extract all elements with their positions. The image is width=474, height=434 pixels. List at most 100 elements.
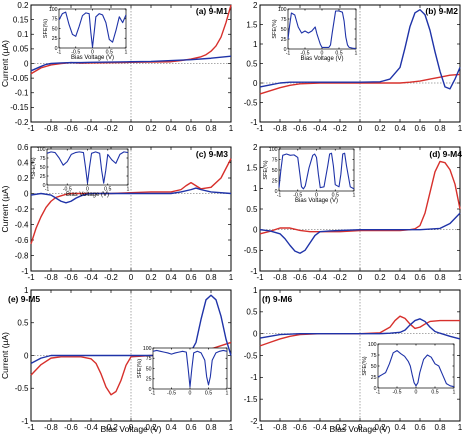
y-axis-label: Current (µA)	[0, 332, 10, 379]
y-tick-label: -0.5	[244, 351, 258, 360]
y-axis-label: Current (µA)	[0, 185, 10, 232]
panel-label: (c) 9-M3	[196, 149, 228, 159]
x-tick-label: -0.4	[313, 423, 327, 432]
x-tick-label: -1	[286, 51, 291, 57]
x-tick-label: 1	[229, 124, 234, 133]
x-tick-label: 0	[415, 390, 418, 396]
y-axis-label: Current (µA)	[0, 40, 10, 87]
x-tick-label: -0.4	[84, 423, 98, 432]
y-tick-label: 0	[24, 351, 29, 360]
x-tick-label: 0.5	[205, 391, 212, 397]
y-tick-label: 0	[275, 189, 278, 195]
x-tick-label: 0	[91, 50, 94, 56]
x-tick-label: -0.5	[63, 187, 72, 193]
inset-series-line	[46, 151, 129, 184]
x-tick-label: -1	[256, 423, 264, 432]
x-tick-label: -0.4	[313, 273, 327, 282]
inset-series-line	[278, 152, 355, 190]
panel-label: (f) 9-M6	[262, 294, 292, 304]
inset-e: -1 -0.5 0 0.5 1 0 25 50 75 100 SFE(%)	[137, 346, 229, 397]
inset-b: -1 -0.5 0 0.5 1 0 25 50 75 100 Bias Voltage (V) SFE…	[272, 7, 358, 62]
x-tick-label: -0.2	[333, 423, 347, 432]
x-tick-label: -0.2	[104, 273, 118, 282]
inset-series-line	[287, 10, 357, 50]
y-tick-label: 0.5	[17, 319, 29, 328]
x-tick-label: -0.2	[104, 124, 118, 133]
x-tick-label: 0	[129, 273, 134, 282]
y-tick-label: 0	[24, 59, 29, 68]
x-tick-label: 1	[353, 193, 356, 199]
y-tick-label: 0.6	[17, 143, 29, 152]
panel-c: -1 -0.8 -0.6 -0.4 -0.2 0 0.2 0.4 0.6 0.8 1 -1 -0.8 -0…	[0, 143, 234, 282]
y-tick-label: -0.1	[15, 89, 29, 98]
x-tick-label: -1	[27, 273, 35, 282]
x-tick-label: 0.4	[394, 124, 406, 133]
x-tick-label: 0.4	[165, 273, 177, 282]
y-tick-label: 0	[284, 47, 287, 53]
panel-d: -1 -0.8 -0.6 -0.4 -0.2 0 0.2 0.4 0.6 0.8 1 -1 -0.5 0 0…	[244, 143, 463, 282]
y-tick-label: -0.5	[244, 246, 258, 255]
x-tick-label: -0.5	[301, 51, 310, 57]
x-tick-label: 0.6	[185, 124, 197, 133]
x-tick-label: 0.8	[434, 423, 446, 432]
x-tick-label: 0.5	[106, 50, 113, 56]
x-tick-label: -0.5	[71, 50, 80, 56]
y-tick-label: 100	[143, 346, 152, 352]
x-tick-label: 1	[229, 423, 234, 432]
series-line-blue	[30, 55, 232, 72]
x-tick-label: -1	[151, 391, 156, 397]
x-tick-label: -0.8	[273, 273, 287, 282]
y-tick-label: 0.5	[246, 308, 258, 317]
x-tick-label: 0.2	[145, 124, 157, 133]
x-tick-label: -0.5	[167, 391, 176, 397]
x-axis-label: Bias Voltage (V)	[101, 424, 162, 434]
x-tick-label: -0.4	[84, 124, 98, 133]
x-tick-label: 0.2	[145, 423, 157, 432]
y-tick-label: -0.15	[10, 103, 29, 112]
x-tick-label: -0.2	[104, 423, 118, 432]
x-tick-label: 0.6	[414, 273, 426, 282]
x-tick-label: 1	[127, 187, 130, 193]
x-tick-label: 0.4	[394, 423, 406, 432]
x-tick-label: -0.6	[293, 273, 307, 282]
x-tick-label: -0.2	[333, 124, 347, 133]
panel-a: -1 -0.8 -0.6 -0.4 -0.2 0 0.2 0.4 0.6 0.8 1 -0.2 -0.1…	[0, 1, 234, 133]
inset-x-axis-label: Bias Voltage (V)	[295, 198, 338, 204]
y-tick-label: -0.5	[15, 384, 29, 393]
y-tick-label: 50	[272, 168, 278, 174]
inset-y-axis-label: SFE(%)	[362, 356, 368, 375]
y-tick-label: 2	[253, 1, 258, 10]
panel-f: -1 -0.8 -0.6 -0.4 -0.2 0 0.2 0.4 0.6 0.8 1 -2 -1.5 -1…	[244, 286, 463, 434]
y-tick-label: -1	[21, 267, 29, 276]
y-tick-label: 0	[253, 79, 258, 88]
x-tick-label: -0.6	[293, 124, 307, 133]
y-tick-label: 0	[24, 189, 29, 198]
y-tick-label: 0	[149, 387, 152, 393]
y-tick-label: 0.5	[246, 205, 258, 214]
y-tick-label: 0.1	[17, 30, 29, 39]
y-tick-label: 1.5	[246, 163, 258, 172]
inset-x-axis-label: Bias Voltage (V)	[71, 55, 114, 61]
inset-a: -1 -0.5 0 0.5 1 0 25 50 75 100 Bias Voltage (V) SFE…	[43, 7, 128, 61]
panel-e: -1 -0.8 -0.6 -0.4 -0.2 0 0.2 0.4 0.6 0.8 1 -1 -0.5 0 0…	[0, 286, 234, 434]
x-tick-label: 0.5	[332, 193, 339, 199]
x-tick-label: 0	[129, 423, 134, 432]
y-tick-label: 0.05	[13, 45, 29, 54]
inset-c: -1 -0.5 0 0.5 1 0 25 50 75 100 Bias Voltage (V) SFE…	[31, 147, 130, 198]
y-tick-label: -1	[250, 118, 258, 127]
inset-series-line	[152, 349, 228, 388]
y-tick-label: 100	[368, 342, 377, 348]
inset-y-axis-label: SFE(%)	[31, 157, 37, 176]
y-tick-label: 25	[371, 375, 377, 381]
x-tick-label: 0	[315, 193, 318, 199]
inset-d: -1 -0.5 0 0.5 1 0 25 50 75 100 Bias Voltage (V) SFE…	[263, 147, 356, 204]
x-tick-label: 0.4	[165, 124, 177, 133]
x-tick-label: 0.8	[205, 423, 217, 432]
x-tick-label: 0.8	[205, 124, 217, 133]
x-tick-label: 0.5	[335, 51, 342, 57]
y-tick-label: 0	[55, 46, 58, 52]
x-tick-label: 0.2	[374, 423, 386, 432]
y-tick-label: 0	[253, 225, 258, 234]
x-tick-label: -0.6	[64, 124, 78, 133]
inset-y-axis-label: SFE(%)	[272, 19, 278, 38]
